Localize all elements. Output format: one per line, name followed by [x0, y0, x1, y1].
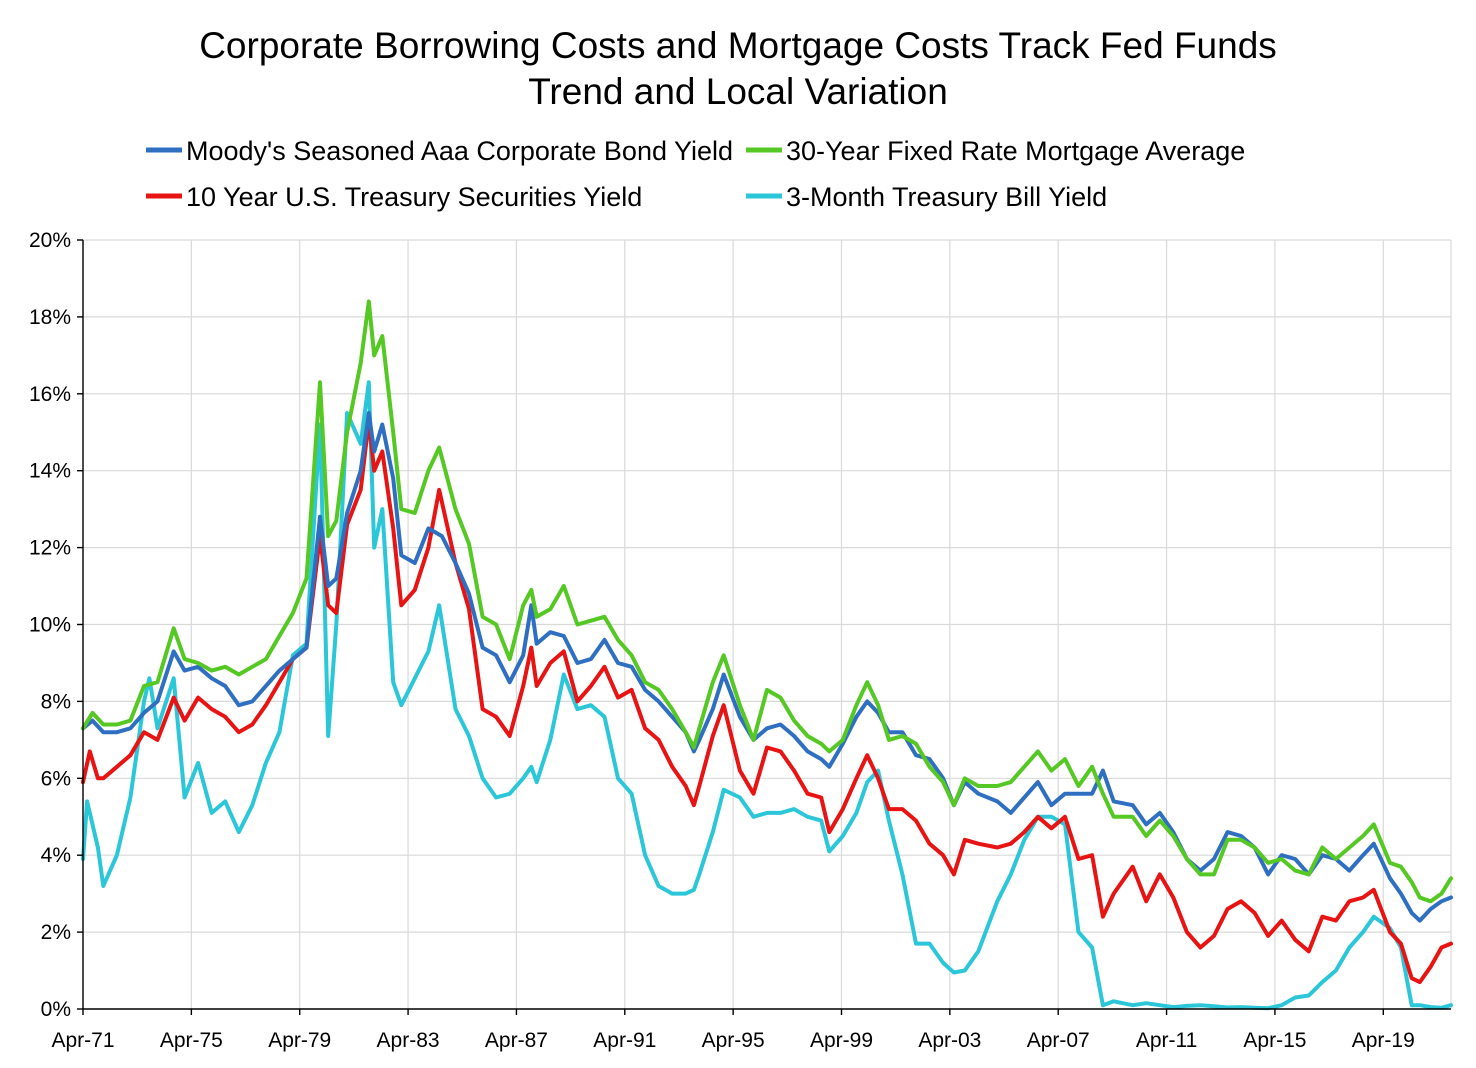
x-tick-label: Apr-75: [160, 1029, 223, 1052]
y-axis-ticks: 0% 2% 4% 6% 8% 10% 12% 14% 16% 18% 20%: [29, 229, 71, 1021]
x-tick-label: Apr-71: [51, 1029, 114, 1052]
chart-subtitle: Trend and Local Variation: [528, 71, 948, 112]
y-tick-label: 16%: [29, 383, 71, 406]
series-lines: [81, 299, 1453, 1011]
y-tick-label: 18%: [29, 306, 71, 329]
y-tick-label: 4%: [41, 844, 71, 867]
x-tick-label: Apr-19: [1352, 1029, 1415, 1052]
y-tick-label: 12%: [29, 537, 71, 560]
x-tick-label: Apr-03: [918, 1029, 981, 1052]
x-tick-label: Apr-11: [1136, 1029, 1197, 1052]
x-tick-label: Apr-79: [268, 1029, 331, 1052]
x-tick-label: Apr-15: [1243, 1029, 1306, 1052]
series-line-0: [81, 411, 1453, 923]
legend-label-mortgage: 30-Year Fixed Rate Mortgage Average: [786, 136, 1245, 166]
x-tick-label: Apr-83: [377, 1029, 440, 1052]
y-tick-label: 8%: [41, 690, 71, 713]
y-tick-label: 0%: [41, 998, 71, 1021]
y-tick-label: 2%: [41, 921, 71, 944]
y-tick-label: 6%: [41, 767, 71, 790]
x-tick-label: Apr-87: [485, 1029, 548, 1052]
series-line-3: [81, 380, 1453, 1011]
x-axis-ticks: Apr-71 Apr-75 Apr-79 Apr-83 Apr-87 Apr-91 Apr-…: [51, 1029, 1414, 1052]
legend: Moody's Seasoned Aaa Corporate Bond Yiel…: [146, 136, 1245, 212]
legend-label-treasury10: 10 Year U.S. Treasury Securities Yield: [186, 182, 642, 212]
x-tick-label: Apr-99: [810, 1029, 873, 1052]
legend-label-aaa: Moody's Seasoned Aaa Corporate Bond Yiel…: [186, 136, 733, 166]
y-tick-label: 14%: [29, 460, 71, 483]
axes: [77, 239, 1451, 1015]
x-tick-label: Apr-07: [1027, 1029, 1090, 1052]
legend-label-tbill: 3-Month Treasury Bill Yield: [786, 182, 1107, 212]
y-tick-label: 10%: [29, 614, 71, 637]
series-line-1: [81, 299, 1453, 904]
x-tick-label: Apr-91: [593, 1029, 656, 1052]
chart-title: Corporate Borrowing Costs and Mortgage C…: [199, 25, 1277, 66]
y-tick-label: 20%: [29, 229, 71, 252]
x-tick-label: Apr-95: [702, 1029, 765, 1052]
